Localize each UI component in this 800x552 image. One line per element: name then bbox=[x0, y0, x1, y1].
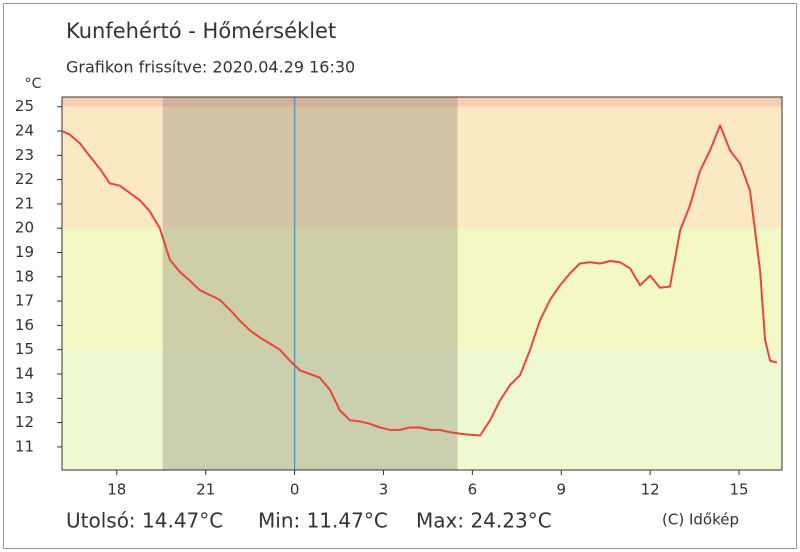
x-tick-label: 18 bbox=[107, 481, 126, 499]
y-tick-label: 13 bbox=[15, 389, 34, 407]
x-tick-label: 15 bbox=[729, 481, 748, 499]
y-tick-label: 24 bbox=[15, 122, 34, 140]
x-tick-label: 3 bbox=[379, 481, 389, 499]
x-tick-label: 12 bbox=[641, 481, 660, 499]
y-tick-label: 21 bbox=[15, 194, 34, 212]
x-tick-label: 21 bbox=[196, 481, 215, 499]
chart-subtitle: Grafikon frissítve: 2020.04.29 16:30 bbox=[66, 58, 355, 77]
temperature-line bbox=[61, 124, 778, 437]
y-tick-label: 20 bbox=[15, 219, 34, 237]
y-tick-label: 11 bbox=[15, 437, 34, 455]
y-tick-label: 25 bbox=[15, 97, 34, 115]
y-tick-label: 15 bbox=[15, 340, 34, 358]
y-tick-label: 12 bbox=[15, 413, 34, 431]
plot-frame bbox=[61, 96, 783, 471]
y-tick-label: 18 bbox=[15, 267, 34, 285]
chart-title: Kunfehértó - Hőmérséklet bbox=[66, 19, 336, 43]
y-tick-label: 19 bbox=[15, 243, 34, 261]
footer-max: Max: 24.23°C bbox=[416, 509, 552, 533]
night-shade bbox=[162, 97, 458, 470]
y-tick-label: 23 bbox=[15, 146, 34, 164]
y-axis-label: °C bbox=[25, 76, 42, 92]
y-tick-label: 14 bbox=[15, 365, 34, 383]
y-tick-label: 22 bbox=[15, 170, 34, 188]
y-tick-label: 17 bbox=[15, 292, 34, 310]
x-tick-label: 6 bbox=[468, 481, 478, 499]
x-tick-label: 9 bbox=[556, 481, 566, 499]
footer-min: Min: 11.47°C bbox=[258, 509, 388, 533]
credit: (C) Időkép bbox=[662, 511, 739, 529]
y-tick-label: 16 bbox=[15, 316, 34, 334]
footer-last: Utolsó: 14.47°C bbox=[66, 509, 223, 533]
zone-band bbox=[62, 97, 782, 107]
x-tick-label: 0 bbox=[290, 481, 300, 499]
zone-band bbox=[62, 349, 782, 470]
zone-band bbox=[62, 106, 782, 229]
zone-band bbox=[62, 228, 782, 350]
